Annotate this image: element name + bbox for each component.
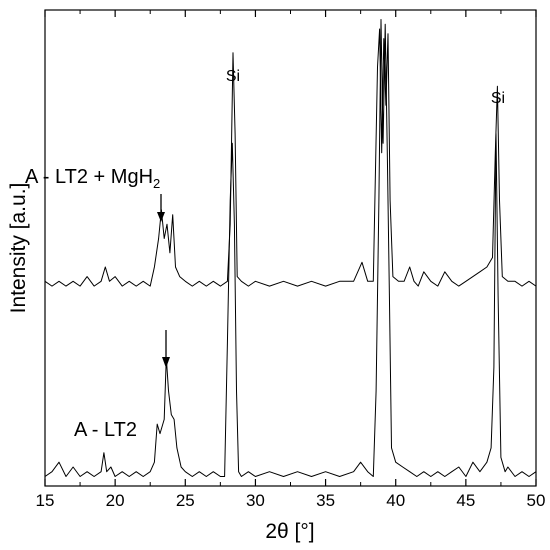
series-lines xyxy=(44,19,537,477)
bottom-series-label: A - LT2 xyxy=(74,419,137,441)
si-peak-label-1: Si xyxy=(226,68,240,85)
x-tick-label: 35 xyxy=(316,491,335,510)
si-peak-label-2: Si xyxy=(491,90,505,107)
series-line-a-lt2-mgh2 xyxy=(44,28,537,287)
x-tick-label: 50 xyxy=(527,491,546,510)
x-tick-label: 15 xyxy=(36,491,55,510)
x-tick-label: 30 xyxy=(246,491,265,510)
x-axis-tick-labels: 15 20 25 30 35 40 45 50 xyxy=(36,491,546,510)
x-tick-label: 45 xyxy=(456,491,475,510)
y-axis-title: Intensity [a.u.] xyxy=(7,183,30,314)
x-tick-label: 40 xyxy=(386,491,405,510)
plot-frame xyxy=(44,9,537,487)
x-tick-label: 20 xyxy=(106,491,125,510)
top-series-label-main: A - LT2 + MgH xyxy=(25,166,153,188)
top-series-label-subscript: 2 xyxy=(153,176,160,191)
top-series-label: A - LT2 + MgH2 xyxy=(25,166,160,191)
arrow-top-head xyxy=(157,212,165,222)
x-axis-ticks xyxy=(44,10,537,486)
x-axis-title: 2θ [°] xyxy=(265,520,314,543)
annotations: Si Si A - LT2 + MgH2 A - LT2 xyxy=(25,68,505,441)
x-tick-label: 25 xyxy=(176,491,195,510)
arrow-bottom-head xyxy=(162,357,170,368)
series-line-a-lt2 xyxy=(44,19,537,477)
